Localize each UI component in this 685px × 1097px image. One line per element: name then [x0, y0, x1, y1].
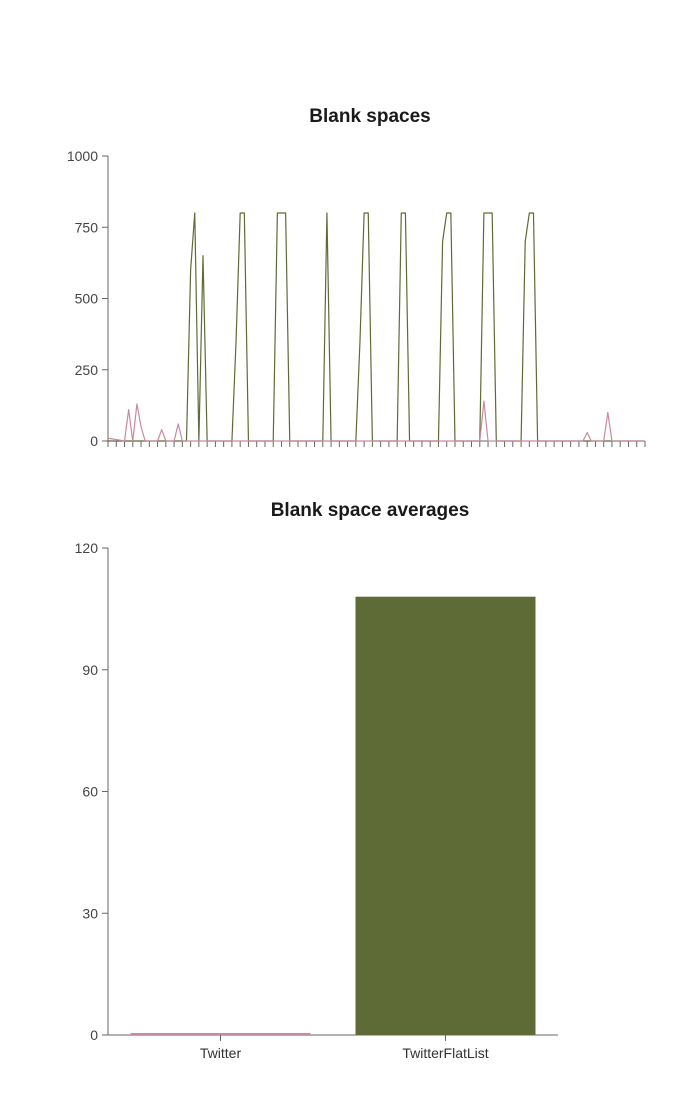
bar-twitterflatlist — [355, 596, 536, 1035]
series-line-2 — [107, 400, 645, 442]
y-tick-label: 250 — [75, 362, 99, 378]
y-tick-label: 1000 — [67, 148, 98, 164]
y-tick-label: 60 — [82, 784, 98, 800]
series-group — [107, 212, 645, 442]
y-tick-label: 120 — [75, 540, 99, 556]
blank-spaces-chart: Blank spaces 0 250 500 750 1000 — [67, 106, 646, 449]
x-axis: Twitter TwitterFlatList — [108, 1034, 558, 1061]
chart-title: Blank spaces — [309, 106, 430, 127]
series-line-1 — [108, 212, 645, 442]
y-tick-label: 500 — [75, 291, 99, 307]
x-tick-label: TwitterFlatList — [402, 1045, 488, 1061]
chart-title: Blank space averages — [271, 500, 470, 521]
bars-group — [130, 596, 536, 1035]
y-tick-label: 0 — [90, 1027, 98, 1043]
x-axis — [107, 440, 646, 447]
y-axis: 0 250 500 750 1000 — [67, 148, 109, 449]
y-tick-label: 0 — [90, 433, 98, 449]
x-tick-label: Twitter — [200, 1045, 242, 1061]
y-tick-label: 90 — [82, 662, 98, 678]
y-tick-label: 750 — [75, 219, 99, 235]
y-tick-label: 30 — [82, 905, 98, 921]
y-axis: 0 30 60 90 120 — [75, 540, 109, 1043]
bar-twitter — [130, 1032, 311, 1035]
